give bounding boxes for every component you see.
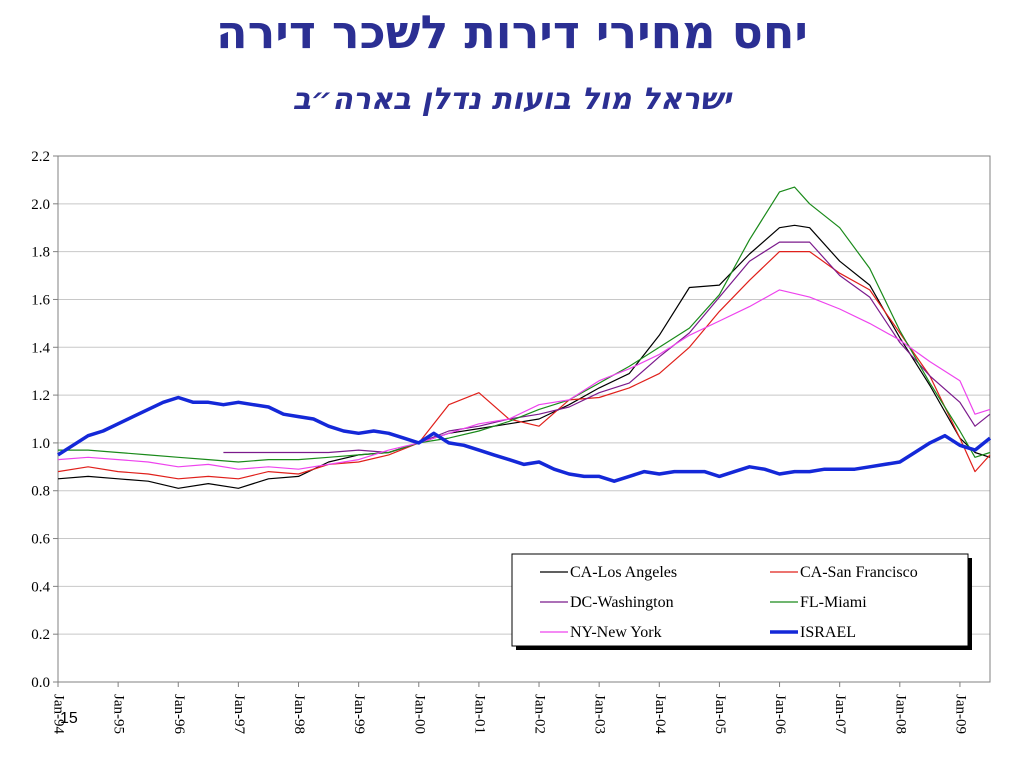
x-tick-label: Jan-05	[712, 694, 728, 734]
x-tick-label: Jan-06	[772, 694, 788, 734]
legend-label: DC-Washington	[570, 594, 674, 611]
legend: CA-Los Angeles CA-San Francisco DC-Washing…	[511, 553, 972, 650]
y-axis: 0.0 0.2 0.4 0.6 0.8 1.0 1.2 1.4 1.6 1.8 2.0 2.2	[31, 149, 58, 691]
y-tick-label: 0.8	[31, 484, 50, 500]
x-tick-label: Jan-08	[892, 694, 908, 734]
series-lines	[57, 186, 992, 489]
gridlines	[58, 203, 990, 635]
x-tick-label: Jan-00	[411, 694, 427, 734]
x-tick-label: Jan-99	[351, 694, 367, 734]
legend-label: NY-New York	[570, 624, 662, 641]
series-line-fl-miami	[58, 186, 991, 463]
y-tick-label: 1.8	[31, 245, 50, 261]
plot-area	[57, 155, 991, 683]
legend-label: ISRAEL	[800, 624, 856, 641]
page-number: 15	[60, 710, 78, 727]
x-axis: Jan-94 Jan-95 Jan-96 Jan-97 Jan-98 Jan-99 Jan-…	[51, 682, 968, 734]
series-line-dc-washington	[223, 241, 991, 454]
y-tick-label: 0.6	[31, 532, 50, 548]
x-tick-label: Jan-98	[291, 694, 307, 734]
legend-box	[511, 553, 969, 647]
legend-label: CA-Los Angeles	[570, 564, 677, 581]
y-tick-label: 1.4	[31, 340, 50, 356]
series-line-israel	[57, 395, 992, 483]
y-tick-label: 1.2	[31, 388, 50, 404]
chart-subtitle: ישראל מול בועות נדלן בארה״ב	[292, 82, 732, 117]
y-tick-label: 0.4	[31, 579, 50, 595]
x-tick-label: Jan-97	[231, 694, 247, 734]
series-line-ny-new-york	[57, 289, 991, 470]
x-tick-label: Jan-04	[652, 694, 668, 734]
y-tick-label: 2.2	[31, 149, 50, 165]
x-tick-label: Jan-95	[111, 694, 127, 734]
y-tick-label: 0.0	[31, 675, 50, 691]
x-tick-label: Jan-07	[832, 694, 848, 734]
x-tick-label: Jan-94	[51, 694, 67, 734]
y-tick-label: 1.6	[31, 292, 50, 308]
x-tick-label: Jan-03	[592, 694, 608, 734]
legend-label: FL-Miami	[800, 594, 867, 611]
legend-label: CA-San Francisco	[800, 564, 918, 581]
series-line-ca-los-angeles	[57, 224, 991, 489]
y-tick-label: 2.0	[31, 197, 50, 213]
y-tick-label: 1.0	[31, 436, 50, 452]
x-tick-label: Jan-09	[952, 694, 968, 734]
x-tick-label: Jan-01	[471, 694, 487, 734]
chart-title: יחס מחירי דירות לשכר דירה	[216, 5, 808, 59]
series-line-ca-san-francisco	[57, 251, 991, 480]
x-tick-label: Jan-02	[532, 694, 548, 734]
y-tick-label: 0.2	[31, 627, 50, 643]
x-tick-label: Jan-96	[171, 694, 187, 734]
